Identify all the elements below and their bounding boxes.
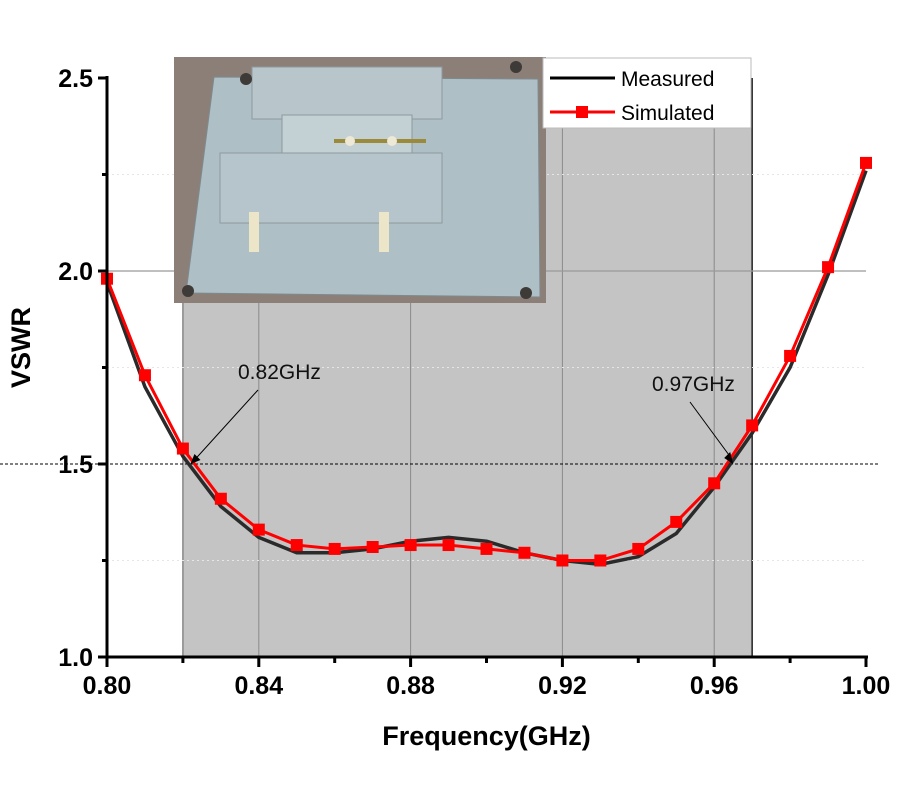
data-point-simulated — [366, 540, 379, 553]
x-tick-label: 0.80 — [83, 672, 132, 700]
support-post — [249, 212, 259, 252]
annotation-0.82ghz: 0.82GHz — [238, 361, 321, 384]
data-point-simulated — [518, 546, 531, 559]
y-tick-label: 2.0 — [58, 258, 93, 286]
top-plate — [251, 66, 443, 120]
data-point-simulated — [480, 542, 493, 555]
legend-label-measured: Measured — [621, 68, 714, 91]
data-point-simulated — [670, 515, 683, 528]
data-point-simulated — [822, 261, 835, 274]
data-point-simulated — [860, 156, 872, 169]
data-point-simulated — [784, 349, 797, 362]
legend-marker-simulated — [576, 106, 588, 118]
arrowhead-0.97ghz — [724, 452, 734, 464]
annotation-arrow-0.97ghz — [689, 401, 732, 459]
y-tick-label: 2.5 — [58, 65, 93, 93]
series-layer — [101, 156, 872, 567]
data-point-simulated — [252, 523, 265, 536]
axes-layer — [98, 76, 868, 667]
data-point-simulated — [328, 542, 341, 555]
data-point-simulated — [404, 539, 417, 552]
inset-photo — [174, 57, 546, 303]
data-point-simulated — [632, 542, 645, 555]
legend-label-simulated: Simulated — [621, 102, 714, 125]
x-tick-label: 0.84 — [234, 672, 283, 700]
mid-plate — [219, 152, 443, 224]
legend: Measured Simulated — [542, 57, 752, 129]
annotation-0.97ghz: 0.97GHz — [652, 373, 735, 396]
y-tick-label: 1.5 — [58, 451, 93, 479]
data-point-simulated — [138, 369, 151, 382]
data-point-simulated — [746, 419, 759, 432]
data-point-simulated — [708, 477, 721, 490]
x-tick-label: 0.96 — [690, 672, 739, 700]
mounting-hole — [510, 61, 522, 73]
data-point-simulated — [214, 492, 227, 505]
x-tick-label: 1.00 — [842, 672, 891, 700]
feed-strip — [334, 139, 426, 143]
mounting-hole — [520, 287, 532, 299]
data-point-simulated — [594, 554, 607, 567]
annotation-arrow-0.82ghz — [194, 389, 259, 461]
x-tick-label: 0.88 — [386, 672, 435, 700]
spacer-post — [345, 136, 355, 146]
x-axis-title: Frequency(GHz) — [382, 721, 591, 751]
spacer-post — [387, 136, 397, 146]
annotation-layer: 0.82GHz 0.97GHz — [190, 361, 735, 464]
series-line-measured — [105, 170, 868, 567]
support-post — [379, 212, 389, 252]
mounting-hole — [182, 285, 194, 297]
data-point-simulated — [556, 554, 569, 567]
data-point-simulated — [290, 539, 303, 552]
y-axis-title: VSWR — [6, 307, 36, 388]
data-point-simulated — [442, 539, 455, 552]
tick-label-layer: 0.80 0.84 0.88 0.92 0.96 1.00 1.0 1.5 2.0 2.5 — [58, 65, 890, 700]
x-tick-label: 0.92 — [538, 672, 587, 700]
slot-plate — [281, 114, 413, 154]
y-tick-label: 1.0 — [58, 644, 93, 672]
arrowhead-0.82ghz — [190, 454, 201, 464]
mounting-hole — [240, 73, 252, 85]
data-point-simulated — [176, 442, 189, 455]
